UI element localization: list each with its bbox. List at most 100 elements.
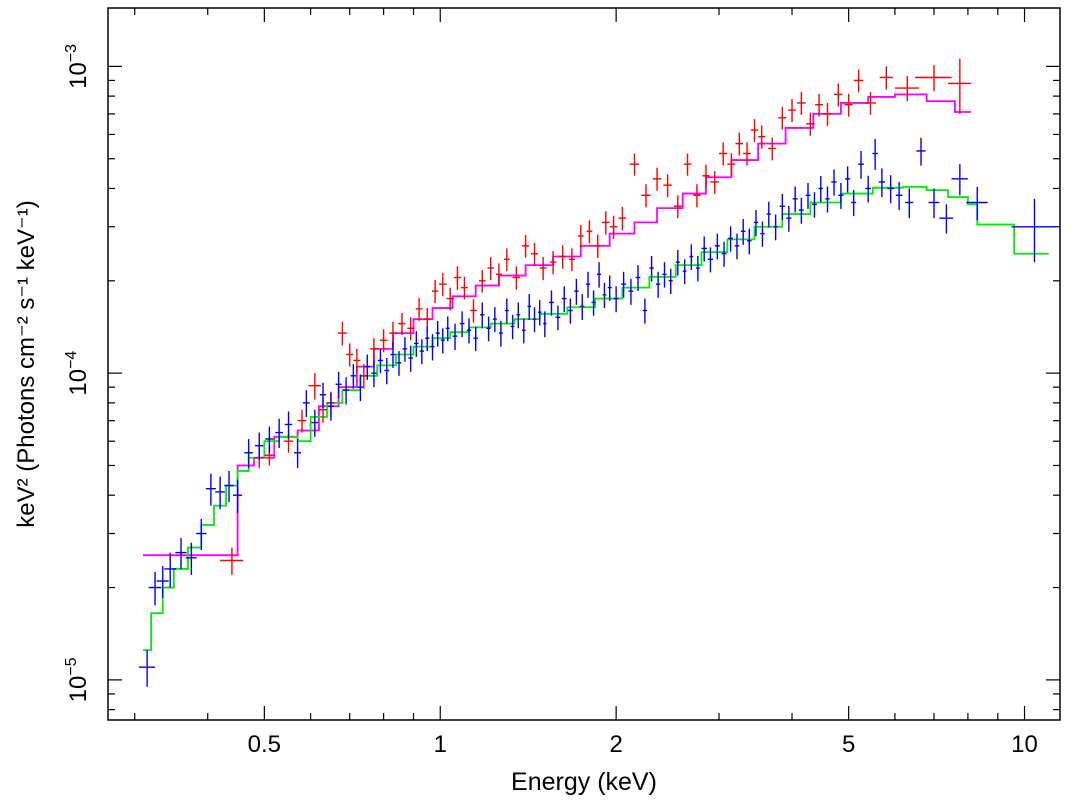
data-point	[445, 316, 450, 342]
data-point	[233, 479, 243, 513]
data-point	[825, 186, 830, 213]
data-point	[294, 438, 302, 469]
data-point	[353, 348, 361, 374]
data-point	[492, 307, 497, 333]
data-point	[561, 286, 567, 313]
data-point	[735, 132, 744, 156]
data-point	[865, 175, 871, 203]
data-point	[531, 242, 539, 266]
data-point	[459, 311, 465, 338]
data-point	[895, 181, 903, 211]
data-point	[701, 236, 707, 262]
data-point	[818, 176, 824, 203]
data-point	[642, 298, 648, 324]
data-point	[568, 298, 573, 324]
axis-ticks	[108, 8, 1060, 720]
data-point	[753, 210, 759, 236]
data-point	[719, 142, 728, 166]
data-point	[641, 184, 651, 208]
data-point	[148, 571, 162, 606]
data-point	[601, 211, 610, 235]
data-point	[939, 204, 954, 234]
data-point	[521, 235, 530, 258]
y-axis-label: keV² (Photons cm⁻² s⁻¹ keV⁻¹)	[13, 200, 40, 527]
data-point	[673, 195, 682, 219]
data-point	[398, 313, 406, 336]
data-point	[743, 142, 751, 166]
data-point	[609, 215, 618, 239]
data-point	[760, 221, 765, 247]
data-point	[853, 69, 864, 93]
x-tick-label: 0.5	[248, 731, 281, 758]
y-tick-label: 10−3	[63, 44, 92, 89]
data-point	[655, 271, 661, 298]
data-point	[580, 294, 585, 321]
data-point	[710, 170, 720, 194]
data-point	[453, 266, 461, 290]
data-point	[649, 255, 654, 282]
data-point	[396, 351, 402, 376]
data-point	[431, 280, 439, 304]
data-point	[512, 266, 521, 290]
data-point	[696, 255, 700, 282]
data-point	[758, 125, 766, 149]
data-point	[220, 547, 244, 575]
data-point	[652, 167, 662, 191]
data-point	[284, 411, 293, 439]
data-point	[621, 271, 627, 298]
data-point	[951, 164, 968, 196]
data-point	[538, 300, 542, 326]
data-point	[402, 337, 408, 362]
data-point	[205, 473, 216, 506]
data-point	[377, 348, 383, 374]
data-point	[594, 234, 601, 259]
plot-frame	[107, 7, 1061, 721]
y-tick-label: 10−5	[63, 657, 92, 702]
data-point	[966, 186, 988, 221]
data-point	[844, 93, 853, 117]
data-point	[905, 188, 914, 219]
data-point	[265, 426, 274, 453]
data-point	[360, 364, 368, 389]
data-point	[337, 321, 347, 346]
data-point	[164, 552, 177, 588]
data-point	[727, 153, 736, 177]
data-point	[335, 371, 342, 398]
data-point	[602, 282, 607, 309]
data-point	[778, 106, 787, 130]
data-point	[559, 245, 566, 269]
data-point	[555, 305, 561, 331]
data-point	[707, 247, 714, 273]
data-point	[311, 409, 319, 437]
data-point	[438, 273, 447, 297]
x-tick-label: 10	[1011, 731, 1038, 758]
data-point	[408, 345, 413, 372]
data-point	[407, 317, 415, 341]
data-point	[887, 175, 895, 204]
data-point	[548, 290, 554, 316]
data-point	[185, 542, 197, 575]
data-point	[693, 184, 701, 208]
data-point	[806, 112, 815, 136]
data-point	[635, 265, 641, 292]
data-point	[244, 438, 253, 469]
data-point	[629, 153, 640, 176]
data-point	[838, 182, 844, 209]
data-point	[585, 271, 591, 298]
data-point	[662, 262, 667, 288]
data-point	[894, 76, 920, 102]
data-point	[510, 314, 515, 340]
data-point	[415, 297, 423, 321]
data-point	[834, 83, 843, 107]
data-point	[343, 377, 350, 405]
data-point	[527, 294, 532, 321]
data-point	[831, 169, 837, 196]
data-point	[702, 164, 710, 188]
y-tick-label: 10−4	[63, 351, 92, 396]
data-point	[446, 287, 454, 311]
data-point	[812, 192, 817, 218]
data-point	[364, 354, 370, 380]
data-point	[577, 225, 584, 248]
